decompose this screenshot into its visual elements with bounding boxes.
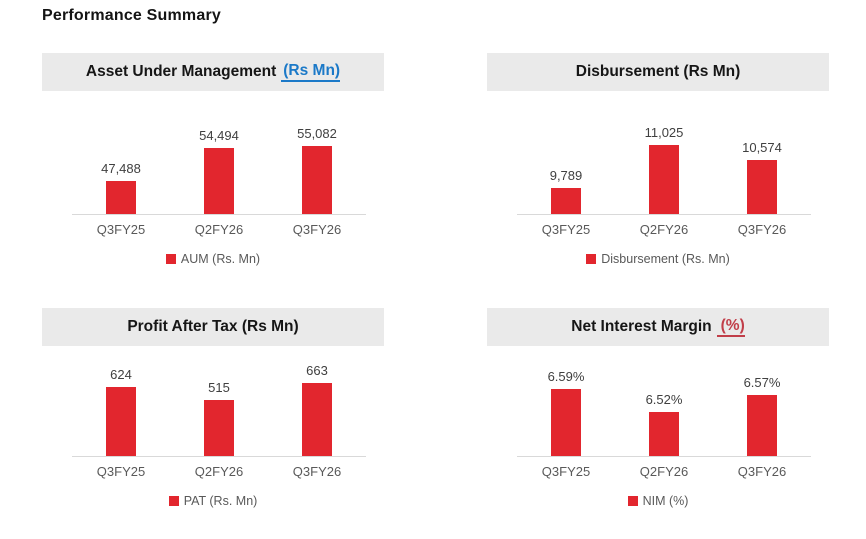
chart-header-aum: Asset Under Management (Rs Mn) <box>42 53 384 91</box>
plot-area-aum: 47,488 54,494 55,082 <box>42 91 384 215</box>
x-axis-label: Q3FY26 <box>737 464 787 479</box>
bar <box>204 148 234 215</box>
x-axis-label: Q2FY26 <box>194 222 244 237</box>
nim-unit-link[interactable]: (%) <box>716 317 745 337</box>
bar-slot: 9,789 <box>517 168 615 215</box>
bar <box>551 188 581 215</box>
x-axis-labels: Q3FY25 Q2FY26 Q3FY26 <box>487 222 829 237</box>
bar <box>204 400 234 457</box>
x-axis-labels: Q3FY25 Q2FY26 Q3FY26 <box>42 464 384 479</box>
x-axis-label: Q2FY26 <box>194 464 244 479</box>
page-title: Performance Summary <box>42 7 221 24</box>
legend-pat: PAT (Rs. Mn) <box>42 494 384 508</box>
bar-slot: 6.57% <box>713 375 811 457</box>
chart-title-nim: Net Interest Margin <box>571 318 712 335</box>
bar <box>106 181 136 215</box>
bar-slot: 55,082 <box>268 126 366 215</box>
aum-unit-link[interactable]: (Rs Mn) <box>281 62 341 82</box>
chart-title-pat: Profit After Tax (Rs Mn) <box>127 318 299 335</box>
bar <box>302 146 332 215</box>
bar-value-label: 624 <box>110 367 132 382</box>
bar-value-label: 515 <box>208 380 230 395</box>
legend-label: PAT (Rs. Mn) <box>183 494 258 508</box>
bar <box>649 145 679 215</box>
x-axis-label: Q3FY26 <box>292 464 342 479</box>
bar-value-label: 6.59% <box>547 369 585 384</box>
plot-area-pat: 624 515 663 <box>42 346 384 457</box>
legend-label: AUM (Rs. Mn) <box>180 252 261 266</box>
legend-nim: NIM (%) <box>487 494 829 508</box>
x-axis-labels: Q3FY25 Q2FY26 Q3FY26 <box>487 464 829 479</box>
legend-swatch-icon <box>586 254 597 264</box>
bar-value-label: 6.52% <box>645 392 683 407</box>
plot-area-nim: 6.59% 6.52% 6.57% <box>487 346 829 457</box>
x-axis-label: Q3FY25 <box>541 222 591 237</box>
bar-slot: 6.59% <box>517 369 615 457</box>
chart-panel-aum: Asset Under Management (Rs Mn) 47,488 54… <box>42 53 384 266</box>
chart-panel-nim: Net Interest Margin (%) 6.59% 6.52% 6.57… <box>487 308 829 508</box>
bar-value-label: 10,574 <box>742 140 782 155</box>
bar-slot: 663 <box>268 363 366 457</box>
x-axis-line <box>517 456 811 457</box>
chart-header-nim: Net Interest Margin (%) <box>487 308 829 346</box>
x-axis-labels: Q3FY25 Q2FY26 Q3FY26 <box>42 222 384 237</box>
x-axis-label: Q3FY25 <box>96 464 146 479</box>
legend-label: NIM (%) <box>642 494 689 508</box>
bar-slot: 54,494 <box>170 128 268 215</box>
x-axis-label: Q3FY26 <box>292 222 342 237</box>
legend-swatch-icon <box>165 254 176 264</box>
x-axis-label: Q3FY25 <box>541 464 591 479</box>
legend-aum: AUM (Rs. Mn) <box>42 252 384 266</box>
x-axis-label: Q2FY26 <box>639 464 689 479</box>
legend-label: Disbursement (Rs. Mn) <box>601 252 730 266</box>
x-axis-line <box>72 456 366 457</box>
chart-panel-pat: Profit After Tax (Rs Mn) 624 515 663 Q3F… <box>42 308 384 508</box>
legend-swatch-icon <box>168 496 179 506</box>
bar-value-label: 11,025 <box>644 125 684 140</box>
bar-value-label: 663 <box>306 363 328 378</box>
bar <box>747 395 777 457</box>
x-axis-label: Q2FY26 <box>639 222 689 237</box>
bar-slot: 11,025 <box>615 125 713 215</box>
bar-slot: 10,574 <box>713 140 811 215</box>
bar-value-label: 47,488 <box>101 161 141 176</box>
x-axis-line <box>517 214 811 215</box>
bar <box>649 412 679 457</box>
bar <box>747 160 777 215</box>
bar-slot: 47,488 <box>72 161 170 215</box>
bar <box>302 383 332 457</box>
bar-value-label: 9,789 <box>549 168 583 183</box>
chart-panel-disbursement: Disbursement (Rs Mn) 9,789 11,025 10,574… <box>487 53 829 266</box>
bar-value-label: 6.57% <box>743 375 781 390</box>
chart-header-pat: Profit After Tax (Rs Mn) <box>42 308 384 346</box>
legend-disbursement: Disbursement (Rs. Mn) <box>487 252 829 266</box>
legend-swatch-icon <box>627 496 638 506</box>
bar-slot: 624 <box>72 367 170 457</box>
bar <box>551 389 581 457</box>
chart-title-disbursement: Disbursement (Rs Mn) <box>575 63 741 80</box>
x-axis-label: Q3FY26 <box>737 222 787 237</box>
bar-slot: 6.52% <box>615 392 713 457</box>
chart-title-aum: Asset Under Management <box>85 63 277 80</box>
bar-value-label: 54,494 <box>199 128 239 143</box>
bar-slot: 515 <box>170 380 268 457</box>
chart-header-disbursement: Disbursement (Rs Mn) <box>487 53 829 91</box>
bar <box>106 387 136 457</box>
bar-value-label: 55,082 <box>297 126 337 141</box>
plot-area-disbursement: 9,789 11,025 10,574 <box>487 91 829 215</box>
x-axis-label: Q3FY25 <box>96 222 146 237</box>
x-axis-line <box>72 214 366 215</box>
